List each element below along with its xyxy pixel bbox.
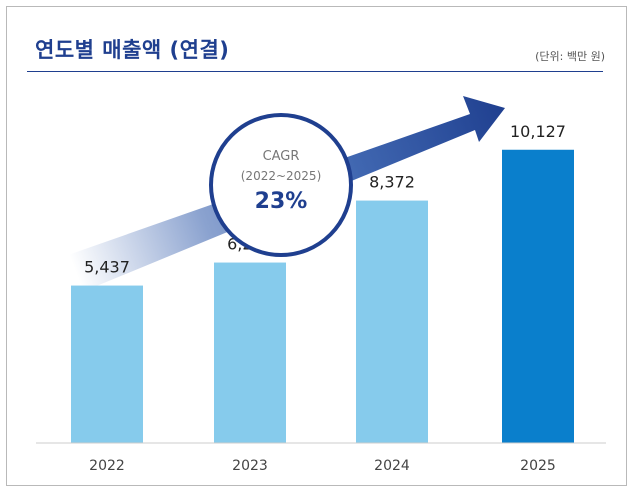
value-label-2024: 8,372 [369,173,415,192]
value-label-2025: 10,127 [510,122,566,141]
x-tick-label-2025: 2025 [520,458,556,474]
chart-title: 연도별 매출액 (연결) [35,38,230,62]
cagr-label: CAGR [263,149,300,164]
bar-2022 [71,285,143,443]
x-tick-label-2024: 2024 [374,458,410,474]
bar-2024 [356,200,428,443]
title-divider [27,71,603,72]
x-tick-label-2023: 2023 [232,458,268,474]
unit-label: (단위: 백만 원) [535,50,605,63]
bar-2023 [214,262,286,443]
cagr-circle [209,113,353,257]
value-label-2022: 5,437 [84,258,130,277]
cagr-value: 23% [255,189,308,214]
x-tick-label-2022: 2022 [89,458,125,474]
cagr-badge: CAGR (2022~2025) 23% [209,113,353,257]
bar-2025 [502,149,574,443]
cagr-period: (2022~2025) [241,169,322,183]
